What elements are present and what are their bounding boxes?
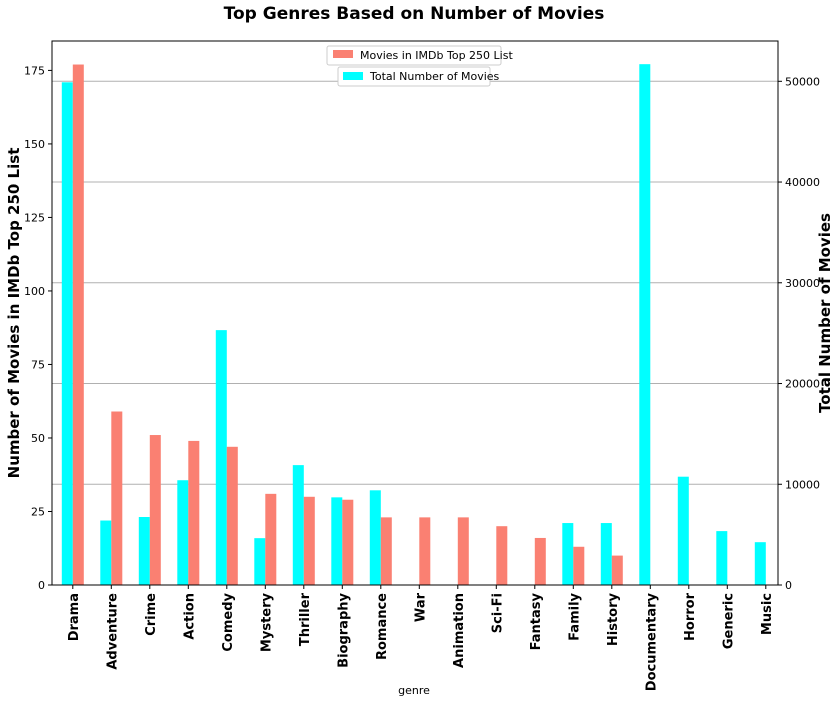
right-axis-ticks: 0 10000 20000 30000 40000 50000 [778,75,820,592]
right-tick-label: 20000 [785,378,820,391]
bar-total-history [600,523,612,585]
x-tick-label-family: Family [567,592,582,640]
x-tick-label-drama: Drama [67,593,82,641]
bar-top250-family [573,546,585,585]
bar-top250-comedy [226,446,238,585]
x-tick-label-music: Music [760,593,775,635]
left-axis-label: Number of Movies in IMDb Top 250 List [5,148,23,479]
bar-total-mystery [254,538,266,585]
plot-frame [51,40,779,586]
bar-total-biography [331,497,343,585]
legend-item-total: Total Number of Movies [337,66,500,87]
left-tick-label: 175 [24,64,45,77]
bar-total-romance [369,490,381,585]
legend-item-top250: Movies in IMDb Top 250 List [326,45,513,66]
legend: Movies in IMDb Top 250 List Total Number… [326,45,513,87]
left-tick-label: 0 [38,579,45,592]
bar-top250-drama [72,64,84,586]
right-axis-label: Total Number of Movies [816,213,834,413]
bar-top250-action [188,440,200,585]
bar-top250-history [611,555,623,585]
bar-top250-crime [149,435,161,585]
x-tick-label-biography: Biography [336,592,351,667]
bar-total-music [754,542,766,585]
bar-top250-biography [342,499,354,585]
bar-total-adventure [100,520,112,585]
x-tick-label-war: War [413,592,428,622]
x-axis-label: genre [398,684,430,697]
x-tick-label-history: History [606,592,621,646]
left-tick-label: 150 [24,138,45,151]
left-axis-ticks: 0 25 50 75 100 125 150 175 [24,64,52,592]
x-tick-label-fantasy: Fantasy [529,592,544,650]
x-tick-label-generic: Generic [721,593,736,649]
right-tick-label: 0 [785,579,792,592]
bar-top250-thriller [303,496,315,585]
right-tick-label: 10000 [785,478,820,491]
legend-label-total: Total Number of Movies [369,70,500,83]
right-tick-label: 50000 [785,75,820,88]
bar-total-thriller [292,465,304,585]
bar-top250-animation [457,517,469,585]
left-tick-label: 75 [31,358,45,371]
bar-total-horror [677,476,689,585]
left-tick-label: 100 [24,285,45,298]
grid-lines [52,80,778,485]
bar-top250-fantasy [534,537,546,585]
right-tick-label: 40000 [785,176,820,189]
bar-total-drama [61,82,73,585]
bar-top250-war [419,517,431,585]
bar-top250-sci-fi [496,526,508,585]
x-tick-label-horror: Horror [683,592,698,641]
legend-swatch-top250 [333,50,353,58]
x-tick-label-animation: Animation [452,593,467,668]
x-tick-label-thriller: Thriller [298,592,313,646]
bar-total-comedy [215,330,227,585]
x-tick-label-action: Action [182,593,197,640]
x-tick-label-documentary: Documentary [644,592,659,691]
legend-swatch-total [343,72,363,80]
bar-total-documentary [639,64,651,586]
bar-top250-adventure [111,411,123,585]
x-tick-label-sci-fi: Sci-Fi [490,593,505,633]
bar-total-generic [716,531,728,585]
x-tick-label-comedy: Comedy [221,592,236,651]
x-tick-label-adventure: Adventure [105,593,120,670]
x-tick-label-romance: Romance [375,593,390,660]
bars-group [61,64,766,586]
left-tick-label: 125 [24,211,45,224]
x-tick-label-mystery: Mystery [259,592,274,652]
chart-title: Top Genres Based on Number of Movies [224,4,605,24]
x-axis-ticks: Drama Adventure Crime Action Comedy Mystery Th… [67,585,775,691]
bar-total-action [177,480,189,585]
left-tick-label: 25 [31,505,45,518]
bar-total-crime [138,517,150,585]
left-tick-label: 50 [31,432,45,445]
x-tick-label-crime: Crime [144,593,159,636]
legend-label-top250: Movies in IMDb Top 250 List [360,49,513,62]
bar-top250-mystery [265,493,277,585]
bar-total-family [562,523,574,585]
bar-top250-romance [380,517,392,585]
right-tick-label: 30000 [785,277,820,290]
